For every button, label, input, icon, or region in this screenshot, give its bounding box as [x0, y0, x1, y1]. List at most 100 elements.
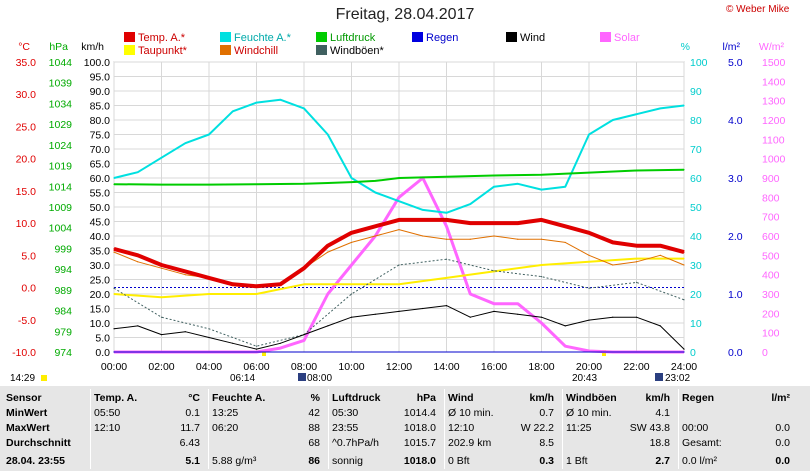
data-point [350, 283, 353, 285]
data-point [659, 254, 661, 256]
data-point [469, 238, 471, 240]
data-point [445, 225, 448, 227]
data-point [683, 104, 685, 107]
pressure-tick-label: 979 [54, 326, 72, 338]
table-cell-value: 0.0 [775, 422, 790, 434]
data-point [208, 328, 210, 330]
rain-tick-label: 0.0 [728, 347, 743, 359]
rain-tick-label: 2.0 [728, 231, 743, 243]
pressure-tick-label: 1019 [49, 161, 73, 173]
table-header-unit: °C [188, 392, 200, 404]
sunrise-marker [262, 350, 266, 356]
data-point [612, 241, 614, 244]
table-cell-meta: 12:10 [448, 422, 475, 434]
data-point [445, 219, 448, 221]
table-divider [328, 389, 329, 469]
data-point [350, 241, 353, 244]
data-point [303, 267, 305, 269]
data-point [255, 285, 258, 287]
data-point [350, 264, 353, 266]
data-point [279, 347, 281, 349]
table-header-label: Windböen [566, 392, 617, 404]
data-point [469, 316, 471, 318]
data-point [350, 177, 353, 179]
pressure-tick-label: 1014 [49, 181, 73, 193]
pressure-tick-label: 1044 [49, 57, 73, 69]
solar-tick-label: 1400 [762, 76, 786, 88]
legend-label: Wind [520, 32, 546, 44]
data-point [540, 264, 543, 266]
sunset-icon-label: 23:02 [665, 373, 690, 384]
table-cell-value: 42 [308, 407, 320, 419]
data-point [493, 222, 495, 224]
sunset-label: 20:43 [572, 373, 597, 384]
legend-swatch [412, 32, 423, 42]
wind-axis-unit: km/h [81, 41, 104, 53]
rain-tick-label: 4.0 [728, 115, 743, 127]
wind-tick-label: 65.0 [90, 159, 111, 171]
data-point [517, 303, 519, 305]
data-point [635, 261, 638, 263]
wind-tick-label: 10.0 [90, 318, 111, 330]
data-point [635, 257, 638, 260]
series-feuchte-a [113, 98, 685, 214]
solar-axis-unit: W/m² [759, 41, 785, 53]
x-tick-label: 24:00 [671, 361, 697, 373]
legend-swatch [316, 32, 327, 42]
legend-swatch [124, 45, 135, 55]
humidity-tick-label: 60 [690, 173, 702, 185]
data-point [255, 348, 258, 350]
data-point [635, 113, 638, 115]
data-point [208, 293, 210, 295]
x-tick-label: 14:00 [433, 361, 459, 373]
temp-tick-label: 35.0 [16, 57, 37, 69]
data-point [160, 316, 163, 318]
data-point [398, 196, 400, 198]
wind-tick-label: 30.0 [90, 260, 111, 272]
data-point [350, 316, 353, 318]
solar-tick-label: 1500 [762, 57, 786, 69]
table-header-label: Regen [682, 392, 715, 404]
data-point [374, 191, 376, 194]
data-point [540, 238, 543, 240]
data-point [612, 119, 614, 121]
data-point [113, 287, 115, 289]
data-point [422, 307, 424, 310]
table-row-label: 28.04. 23:55 [6, 455, 65, 467]
table-header-label: Feuchte A. [212, 392, 266, 404]
temp-tick-label: 25.0 [16, 121, 37, 133]
table-cell-value: 1015.7 [403, 437, 436, 449]
series-taupunkt [113, 257, 685, 299]
sunset-icon [655, 373, 663, 381]
table-cell-value: 8.5 [539, 437, 554, 449]
data-point [208, 133, 210, 136]
data-point [683, 169, 685, 171]
solar-tick-label: 200 [762, 308, 780, 320]
pressure-tick-label: 994 [54, 264, 72, 276]
humidity-axis-unit: % [681, 41, 690, 53]
solar-tick-label: 400 [762, 270, 780, 282]
legend-label: Luftdruck [330, 32, 376, 44]
table-cell-value: 68 [308, 437, 320, 449]
table-cell-meta: 23:55 [332, 422, 359, 434]
data-point [683, 251, 685, 253]
temp-tick-label: 5.0 [21, 250, 36, 262]
table-divider [90, 389, 91, 469]
table-cell-value: 0.0 [775, 437, 790, 449]
data-point [327, 325, 329, 327]
data-point [540, 174, 543, 176]
data-point [137, 325, 139, 327]
pressure-tick-label: 1039 [49, 78, 73, 90]
copyright-label: © Weber Mike [726, 4, 790, 15]
solar-tick-label: 800 [762, 192, 780, 204]
data-point [255, 102, 258, 104]
series-temp-a [113, 217, 685, 289]
humidity-tick-label: 40 [690, 231, 702, 243]
data-point [612, 264, 614, 266]
data-point [398, 264, 400, 266]
table-divider [208, 389, 209, 469]
pressure-tick-label: 1029 [49, 119, 73, 131]
data-point [208, 336, 210, 339]
data-point [588, 254, 590, 256]
table-divider [444, 389, 445, 469]
